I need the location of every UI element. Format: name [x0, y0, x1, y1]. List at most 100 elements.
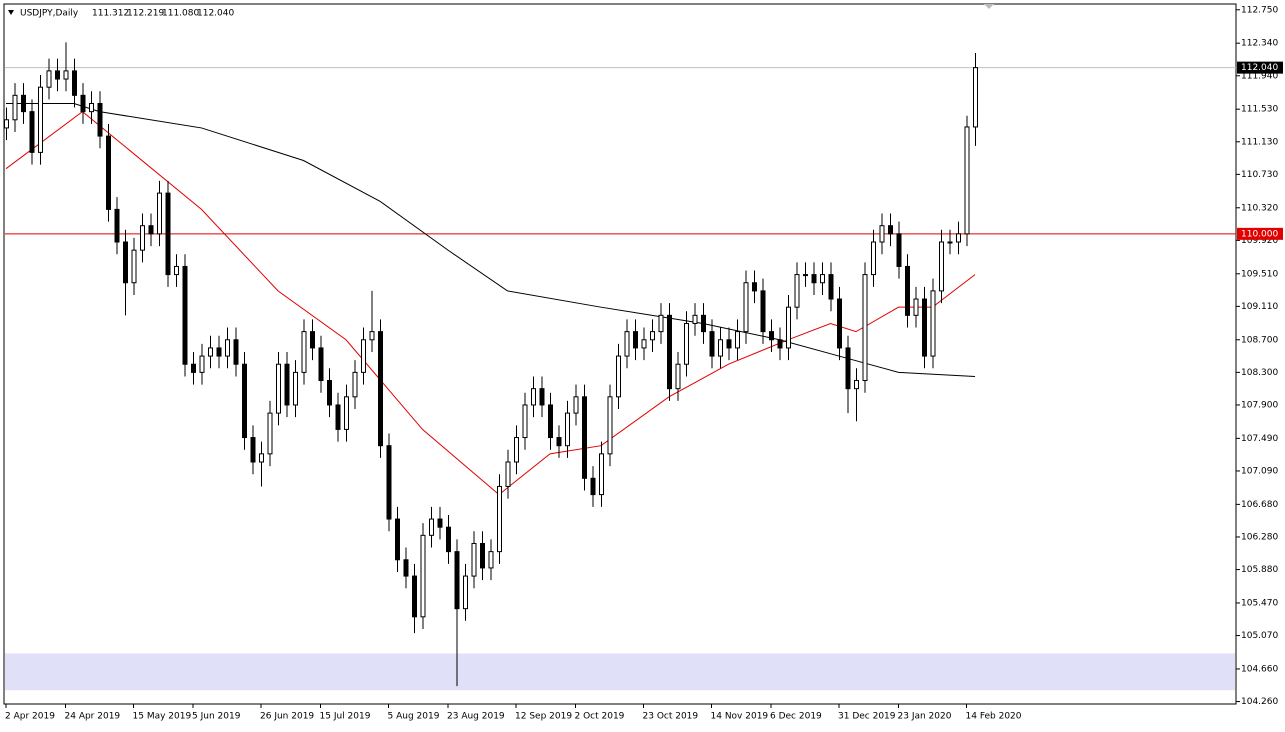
candle-body — [123, 241, 128, 284]
candle-body — [667, 314, 672, 390]
candle-body — [216, 347, 222, 357]
candle-body — [777, 339, 783, 349]
y-tick-label: 108.300 — [1241, 368, 1278, 378]
candle-body — [811, 274, 817, 284]
candle-body — [607, 396, 613, 455]
candle-body — [191, 363, 196, 373]
y-tick-label: 109.110 — [1241, 302, 1278, 312]
candle-body — [395, 518, 400, 561]
candle-body — [403, 559, 409, 577]
zone — [5, 653, 1235, 691]
x-tick-label: 23 Oct 2019 — [643, 712, 699, 722]
candle-body — [267, 412, 273, 455]
candle-body — [556, 437, 562, 447]
x-tick-label: 31 Dec 2019 — [838, 712, 896, 722]
candle-body — [208, 347, 213, 357]
candle-body — [310, 331, 315, 349]
candle-body — [641, 339, 647, 349]
candle-body — [624, 331, 630, 357]
moving-average — [5, 110, 976, 496]
x-tick-label: 14 Nov 2019 — [711, 712, 769, 722]
candle-body — [837, 298, 842, 349]
candle-body — [964, 126, 970, 235]
candle-body — [4, 119, 9, 129]
x-tick-label: 26 Jun 2019 — [260, 712, 314, 722]
candle-body — [63, 70, 69, 80]
candle-body — [922, 298, 927, 357]
candle-body — [463, 575, 468, 610]
x-tick-label: 23 Aug 2019 — [447, 712, 505, 722]
x-tick-label: 6 Dec 2019 — [770, 712, 822, 722]
y-tick-label: 110.730 — [1241, 170, 1278, 180]
candle-body — [301, 331, 307, 373]
candle-body — [760, 290, 766, 333]
candle-body — [276, 363, 281, 414]
candle-body — [38, 86, 43, 153]
x-tick-label: 2 Oct 2019 — [575, 712, 625, 722]
candle-body — [140, 225, 145, 251]
candle-body — [480, 542, 485, 569]
x-tick-label: 14 Feb 2020 — [966, 712, 1022, 722]
shift-marker — [984, 4, 994, 9]
y-tick-label: 107.900 — [1241, 400, 1278, 410]
candle-body — [930, 290, 936, 357]
candle-body — [165, 192, 171, 276]
candle-body — [369, 331, 375, 341]
candle-body — [692, 314, 698, 324]
price-label: 112.040 — [1241, 63, 1278, 73]
x-tick-label: 5 Aug 2019 — [388, 712, 440, 722]
candle-body — [862, 274, 868, 382]
candle-body — [29, 111, 35, 153]
x-tick-label: 2 Apr 2019 — [5, 712, 55, 722]
candle-body — [352, 371, 358, 398]
candle-body — [148, 225, 154, 235]
candle-body — [752, 282, 757, 292]
candle-body — [709, 331, 715, 357]
candle-body — [429, 518, 434, 536]
candle-body — [633, 331, 638, 349]
candle-body — [522, 404, 528, 439]
candle-body — [845, 347, 851, 390]
x-tick-label: 15 May 2019 — [133, 712, 192, 722]
y-tick-label: 104.660 — [1241, 664, 1278, 674]
candle-body — [947, 241, 953, 244]
candle-body — [199, 355, 205, 373]
candle-body — [182, 265, 188, 365]
candle-body — [284, 363, 290, 406]
candle-body — [318, 347, 324, 382]
candle-body — [80, 94, 86, 113]
candle-body — [361, 339, 366, 373]
candle-body — [828, 274, 834, 300]
candle-body — [259, 453, 264, 463]
candle-body — [675, 363, 681, 390]
y-tick-label: 106.280 — [1241, 532, 1278, 542]
header-value: 111.080 — [162, 9, 199, 19]
candle-body — [106, 135, 111, 210]
y-tick-label: 109.510 — [1241, 269, 1278, 279]
candle-body — [514, 437, 519, 463]
candle-body — [131, 249, 137, 284]
y-tick-label: 105.070 — [1241, 631, 1278, 641]
candle-body — [582, 396, 587, 479]
y-tick-label: 111.130 — [1241, 137, 1278, 147]
y-tick-label: 111.530 — [1241, 105, 1278, 115]
menu-triangle — [8, 10, 14, 15]
candle-body — [72, 70, 77, 96]
plot-frame — [3, 3, 1237, 705]
x-tick-label: 5 Jun 2019 — [192, 712, 241, 722]
y-tick-label: 112.340 — [1241, 39, 1278, 49]
candle-body — [46, 70, 52, 88]
level-label-box — [1237, 227, 1283, 240]
candle-body — [378, 331, 383, 447]
y-tick-label: 107.090 — [1241, 466, 1278, 476]
candle-body — [650, 331, 655, 341]
candle-body — [854, 380, 859, 390]
candle-body — [454, 551, 460, 610]
x-tick-label: 23 Jan 2020 — [898, 712, 952, 722]
header-value: 112.040 — [197, 9, 234, 19]
y-tick-label: 105.470 — [1241, 598, 1278, 608]
candle-body — [726, 339, 732, 349]
header-value: 111.312 — [92, 9, 129, 19]
candle-body — [565, 412, 570, 447]
